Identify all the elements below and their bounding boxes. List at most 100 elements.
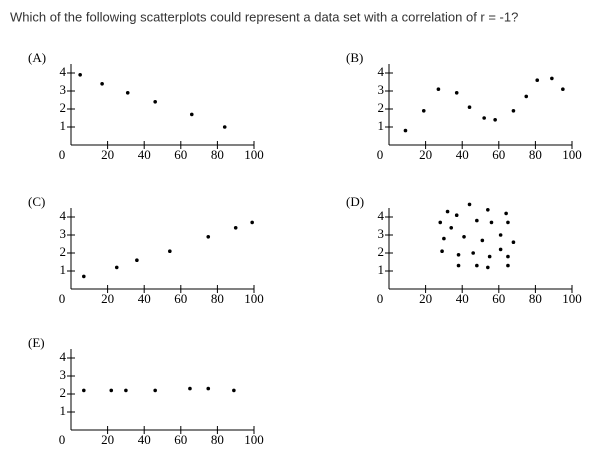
y-tick-label: 3 bbox=[378, 82, 385, 97]
y-tick-label: 3 bbox=[60, 226, 67, 241]
x-tick-label: 60 bbox=[492, 147, 505, 162]
point bbox=[153, 100, 157, 104]
point bbox=[506, 263, 510, 268]
point bbox=[449, 226, 454, 230]
point bbox=[456, 263, 461, 268]
point bbox=[487, 254, 492, 259]
point bbox=[471, 251, 475, 255]
point bbox=[462, 235, 466, 239]
point bbox=[456, 253, 461, 257]
point bbox=[78, 73, 82, 77]
point bbox=[482, 116, 486, 120]
point bbox=[445, 209, 450, 214]
point bbox=[168, 249, 172, 253]
x-tick-label: 20 bbox=[419, 147, 432, 162]
y-tick-label: 4 bbox=[60, 208, 67, 223]
point bbox=[188, 386, 192, 391]
point bbox=[550, 76, 554, 81]
point bbox=[403, 128, 408, 133]
point bbox=[421, 109, 426, 113]
y-tick-label: 4 bbox=[60, 349, 67, 364]
point bbox=[506, 254, 510, 259]
panel-label: (E) bbox=[28, 335, 45, 350]
panel-label: (C) bbox=[28, 194, 45, 209]
point bbox=[454, 213, 459, 217]
point bbox=[135, 258, 139, 263]
point bbox=[467, 202, 472, 207]
x-tick-label: 40 bbox=[456, 147, 469, 162]
point bbox=[206, 235, 211, 239]
point bbox=[498, 247, 503, 252]
x-tick-label: 80 bbox=[211, 432, 224, 447]
point bbox=[125, 91, 130, 95]
y-tick-label: 1 bbox=[378, 262, 385, 277]
point bbox=[561, 87, 565, 91]
x-tick-label: 80 bbox=[529, 147, 542, 162]
point bbox=[454, 91, 459, 95]
point bbox=[438, 220, 443, 225]
point bbox=[480, 238, 485, 243]
x-tick-label: 100 bbox=[244, 147, 264, 162]
x-tick-label: 20 bbox=[419, 291, 432, 306]
panel-label: (D) bbox=[346, 194, 364, 209]
x-tick-label: 100 bbox=[562, 147, 582, 162]
y-tick-label: 1 bbox=[60, 403, 67, 418]
point bbox=[250, 220, 254, 225]
panel-label: (A) bbox=[28, 50, 46, 65]
point bbox=[233, 226, 238, 230]
x-tick-label: 0 bbox=[377, 147, 384, 162]
y-tick-label: 2 bbox=[378, 100, 385, 115]
y-tick-label: 1 bbox=[60, 262, 67, 277]
x-tick-label: 100 bbox=[562, 291, 582, 306]
y-tick-label: 2 bbox=[60, 385, 67, 400]
x-tick-label: 20 bbox=[101, 291, 114, 306]
y-tick-label: 2 bbox=[60, 100, 67, 115]
point bbox=[489, 220, 494, 225]
y-tick-label: 3 bbox=[378, 226, 385, 241]
point bbox=[100, 82, 104, 86]
point bbox=[475, 263, 479, 268]
point bbox=[82, 388, 86, 393]
x-tick-label: 80 bbox=[529, 291, 542, 306]
x-tick-label: 80 bbox=[211, 291, 224, 306]
x-tick-label: 40 bbox=[138, 432, 151, 447]
y-tick-label: 1 bbox=[378, 118, 385, 133]
x-tick-label: 0 bbox=[59, 291, 66, 306]
point bbox=[486, 265, 490, 270]
y-tick-label: 4 bbox=[378, 64, 385, 79]
x-tick-label: 40 bbox=[138, 147, 151, 162]
x-tick-label: 40 bbox=[138, 291, 151, 306]
point bbox=[82, 274, 86, 279]
point bbox=[436, 87, 441, 91]
y-tick-label: 4 bbox=[60, 64, 67, 79]
x-tick-label: 60 bbox=[174, 291, 187, 306]
x-tick-label: 100 bbox=[244, 291, 264, 306]
x-tick-label: 0 bbox=[59, 432, 66, 447]
y-tick-label: 4 bbox=[378, 208, 385, 223]
x-tick-label: 60 bbox=[174, 432, 187, 447]
point bbox=[486, 208, 490, 212]
point bbox=[109, 388, 114, 393]
y-tick-label: 1 bbox=[60, 118, 67, 133]
x-tick-label: 60 bbox=[174, 147, 187, 162]
point bbox=[114, 265, 119, 270]
x-tick-label: 20 bbox=[101, 147, 114, 162]
point bbox=[153, 388, 157, 393]
point bbox=[535, 78, 540, 82]
point bbox=[440, 249, 444, 253]
point bbox=[124, 388, 128, 393]
point bbox=[498, 233, 503, 237]
x-tick-label: 0 bbox=[59, 147, 66, 162]
question: Which of the following scatterplots coul… bbox=[10, 9, 518, 24]
x-tick-label: 100 bbox=[244, 432, 264, 447]
point bbox=[206, 386, 211, 391]
y-tick-label: 2 bbox=[378, 244, 385, 259]
point bbox=[232, 388, 236, 393]
point bbox=[475, 218, 479, 223]
point bbox=[511, 109, 516, 113]
point bbox=[222, 125, 227, 129]
panel-label: (B) bbox=[346, 50, 363, 65]
point bbox=[467, 105, 472, 109]
point bbox=[504, 211, 508, 216]
